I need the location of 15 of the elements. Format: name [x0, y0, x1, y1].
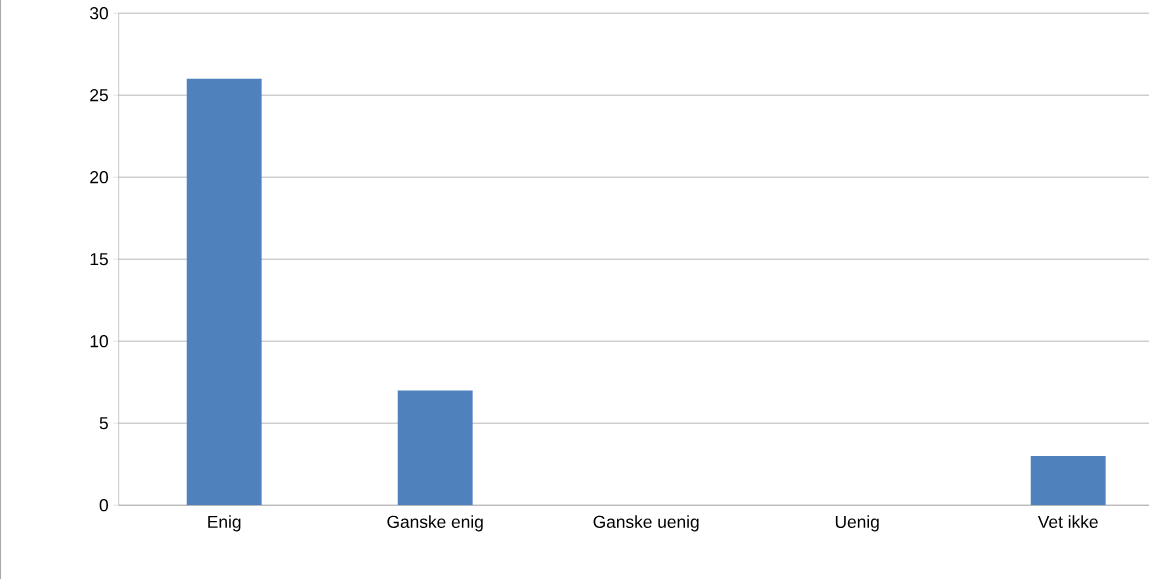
y-tick-label: 30	[90, 7, 108, 20]
bar	[397, 390, 473, 506]
x-tick-label: Vet ikke	[1037, 515, 1098, 528]
y-tick-label: 20	[90, 171, 108, 184]
y-tick-label: 0	[99, 499, 108, 512]
x-tick-label: Ganske uenig	[593, 515, 699, 532]
y-tick-label: 5	[99, 417, 108, 430]
y-tick-label: 10	[90, 335, 108, 348]
x-tick-label: Ganske enig	[387, 515, 483, 532]
bar	[186, 78, 262, 506]
y-tick-label: 25	[90, 89, 108, 102]
x-tick-label: Enig	[208, 515, 241, 532]
y-tick-label: 15	[90, 253, 108, 266]
bar	[1030, 456, 1106, 506]
x-tick-label: Uenig	[835, 515, 879, 532]
